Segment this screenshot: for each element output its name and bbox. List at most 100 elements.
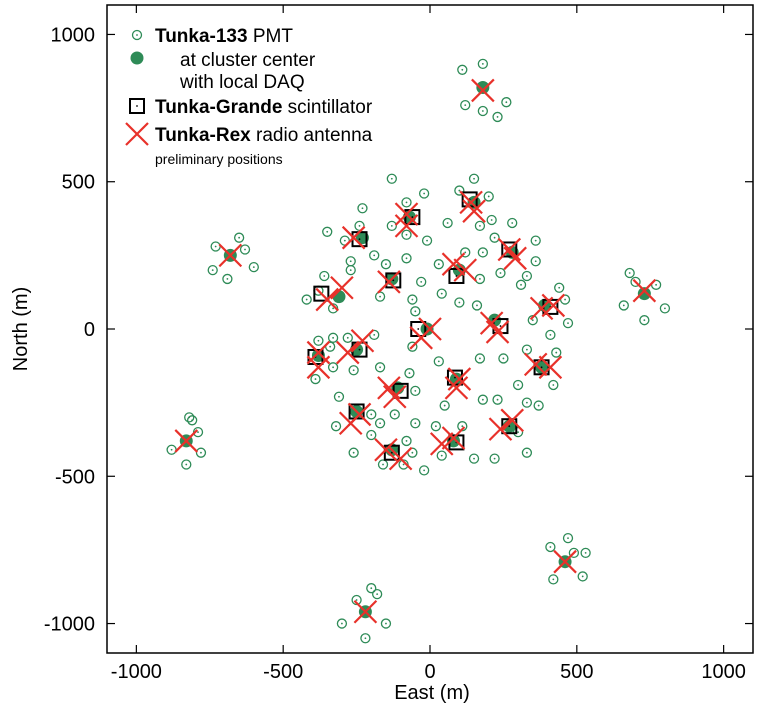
pmt-point: [374, 362, 386, 373]
pmt-point-dot: [332, 336, 334, 339]
antenna-point-stroke: [459, 190, 483, 215]
scintillator-point-dot: [540, 366, 543, 369]
pmt-point-dot: [461, 425, 464, 428]
antenna-point-stroke: [429, 432, 454, 456]
pmt-point-dot: [352, 451, 355, 454]
pmt-point-dot: [405, 201, 408, 204]
antenna-point-stroke: [338, 411, 363, 436]
pmt-point: [618, 300, 629, 311]
cluster-center-point: [449, 372, 463, 386]
pmt-point-dot: [382, 463, 384, 466]
pmt-point-dot: [341, 622, 343, 625]
pmt-point-dot: [317, 339, 320, 342]
pmt-point-dot: [185, 463, 188, 466]
scintillator-point-dot: [411, 216, 414, 218]
pmt-point: [401, 253, 412, 264]
pmt-point: [562, 317, 574, 329]
pmt-point: [551, 347, 562, 358]
pmt-point-dot: [526, 401, 528, 404]
pmt-point: [577, 571, 588, 582]
pmt-point-dot: [414, 389, 417, 392]
pmt-point-dot: [476, 304, 478, 307]
pmt-point: [410, 306, 421, 317]
pmt-point: [515, 279, 527, 290]
pmt-point: [471, 300, 483, 311]
pmt-point-dot: [534, 239, 537, 242]
pmt-point-dot: [531, 319, 534, 322]
pmt-point: [366, 409, 377, 420]
pmt-point-dot: [349, 269, 352, 271]
pmt-point-dot: [567, 322, 569, 325]
pmt-point-dot: [379, 422, 381, 425]
antenna-point-stroke: [441, 426, 466, 450]
legend-pmt-marker: [131, 29, 143, 41]
pmt-point-dot: [481, 110, 484, 112]
pmt-point-dot: [385, 622, 387, 625]
pmt-point-dot: [411, 298, 414, 301]
scintillator-point: [501, 241, 518, 258]
pmt-point-dot: [664, 307, 666, 310]
cluster-center-point: [637, 287, 651, 301]
pmt-point-dot: [493, 457, 496, 460]
pmt-point-dot: [481, 251, 484, 254]
pmt-point-dot: [305, 298, 308, 301]
pmt-point: [548, 574, 559, 585]
pmt-point-dot: [464, 251, 467, 254]
legend-center-line1: at cluster center: [180, 50, 316, 71]
pmt-point-dot: [461, 68, 464, 71]
pmt-point-dot: [411, 451, 414, 454]
scintillator-point-dot: [358, 348, 361, 351]
legend-antenna-rest: radio antenna: [251, 125, 373, 146]
pmt-point-dot: [370, 413, 373, 416]
legend: Tunka-133 PMT at cluster center with loc…: [125, 26, 373, 167]
antenna-point-stroke: [336, 340, 360, 365]
pmt-point-dot: [558, 286, 561, 289]
pmt-point-dot: [552, 384, 555, 386]
pmt-point-dot: [170, 448, 173, 451]
pmt-point: [436, 450, 447, 461]
pmt-point: [366, 583, 377, 594]
antenna-point-stroke: [538, 355, 563, 380]
pmt-point-dot: [405, 440, 408, 442]
pmt-point-dot: [655, 283, 657, 286]
pmt-point-dot: [385, 263, 387, 266]
pmt-point: [457, 64, 468, 75]
antenna-point-stroke: [632, 278, 657, 303]
scintillator-point: [448, 267, 465, 284]
pmt-point-dot: [526, 451, 528, 454]
antenna-point-stroke: [488, 417, 513, 441]
antenna-point-stroke: [444, 376, 469, 400]
pmt-point-dot: [252, 266, 255, 269]
pmt-point: [327, 362, 339, 373]
pmt-point-dot: [414, 422, 417, 425]
pmt-point: [489, 453, 500, 464]
pmt-point: [489, 232, 500, 243]
pmt-point-dot: [520, 283, 522, 286]
pmt-point: [580, 547, 591, 559]
pmt-point: [530, 235, 541, 246]
pmt-point: [345, 256, 356, 267]
pmt-point-dot: [390, 225, 393, 227]
pmt-point: [521, 270, 533, 282]
pmt-point-dot: [446, 222, 449, 224]
pmt-point: [492, 111, 503, 123]
pmt-point: [333, 391, 345, 402]
pmt-point-dot: [200, 451, 202, 454]
scintillator-point-dot: [499, 325, 502, 327]
pmt-point: [192, 426, 204, 438]
pmt-point: [222, 273, 233, 285]
pmt-point: [624, 267, 635, 279]
pmt-point-dot: [335, 425, 337, 428]
cluster-center-point: [420, 322, 434, 336]
pmt-point: [568, 547, 580, 559]
scintillator-point-dot: [390, 451, 393, 454]
pmt-point-dot: [511, 222, 514, 224]
pmt-point: [639, 315, 650, 326]
x-axis-label: East (m): [394, 682, 470, 704]
pmt-point: [454, 185, 465, 196]
pmt-point: [495, 267, 506, 279]
pmt-point-dot: [443, 404, 446, 407]
pmt-point-dot: [361, 207, 364, 210]
pmt-point-dot: [481, 398, 484, 401]
pmt-point-dot: [517, 384, 519, 386]
